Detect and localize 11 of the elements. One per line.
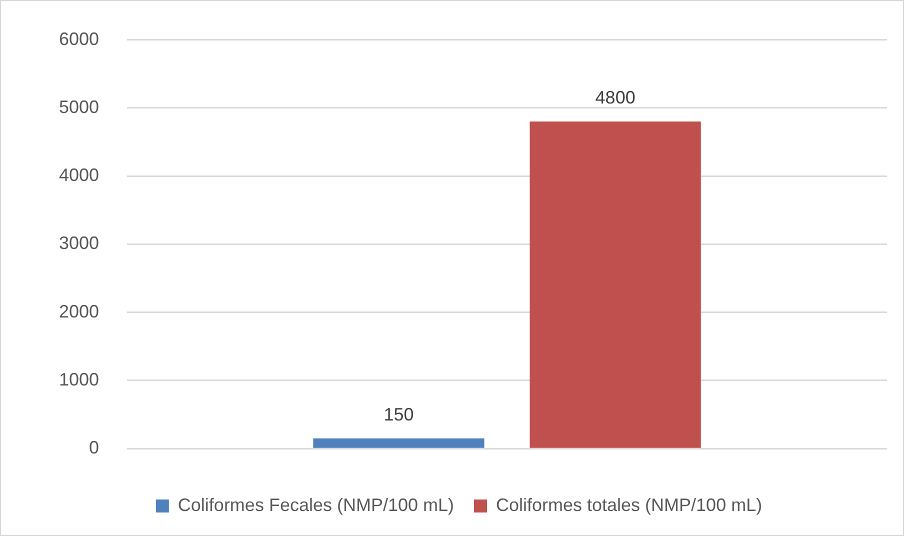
- legend-label: Coliformes Fecales (NMP/100 mL): [178, 494, 454, 515]
- y-tick-label: 0: [89, 438, 100, 458]
- y-tick-label: 4000: [58, 165, 100, 186]
- data-label: 4800: [595, 88, 636, 108]
- y-tick-label: 5000: [58, 96, 100, 117]
- y-tick-label: 2000: [58, 301, 100, 322]
- y-tick-label: 1000: [58, 369, 100, 390]
- data-label: 150: [384, 404, 414, 424]
- y-tick-label: 3000: [58, 233, 100, 254]
- y-tick-label: 6000: [58, 28, 100, 49]
- legend-label: Coliformes totales (NMP/100 mL): [496, 494, 762, 515]
